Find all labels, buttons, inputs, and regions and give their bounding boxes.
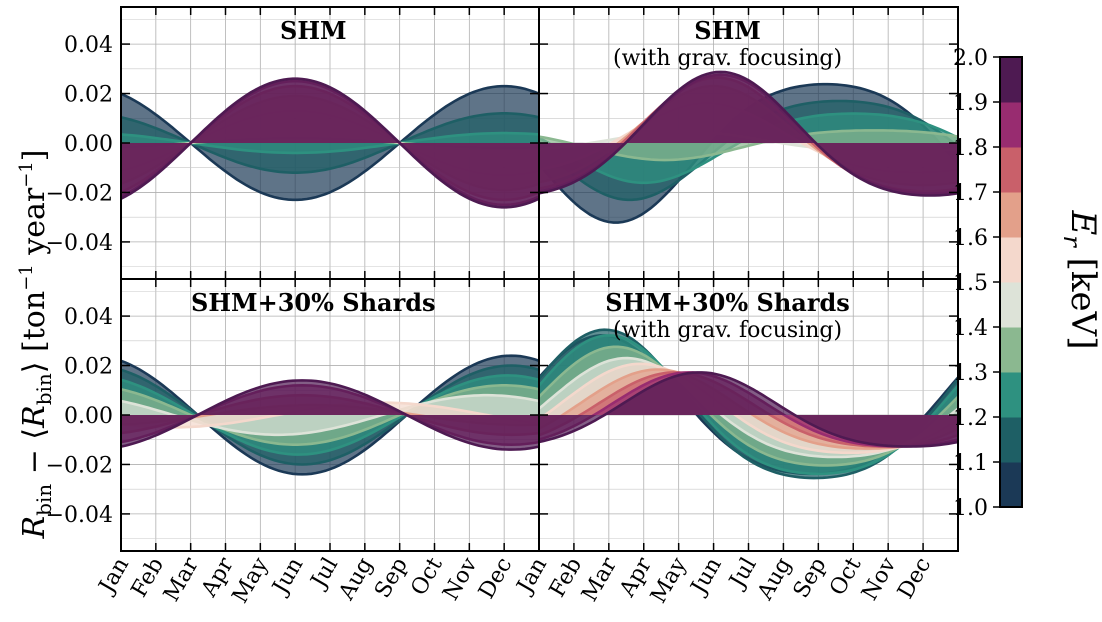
y-tick-label: 0.02: [64, 355, 113, 380]
colorbar-tick-label: 1.3: [953, 361, 988, 386]
ylabel-bin: bin: [32, 484, 56, 516]
panel-title: SHM: [694, 16, 761, 45]
y-tick-label: −0.04: [46, 231, 113, 256]
x-tick-label-dec: Dec: [893, 554, 936, 604]
x-tick-label-jun: Jun: [267, 554, 308, 600]
y-axis-label: Rbin − ⟨Rbin⟩ [ton−1 year−1]: [16, 150, 56, 540]
panel-title: SHM: [280, 16, 347, 45]
x-tick-labels: JanFebMarAprMayJunJulAugSepOctNovDecJanF…: [93, 553, 936, 608]
cbar-label-e: E: [1063, 210, 1102, 236]
colorbar-tick-label: 1.6: [953, 226, 988, 251]
colorbar-segment: [1000, 57, 1022, 103]
ylabel-close: ]: [17, 150, 52, 162]
x-tick-label-may: May: [646, 553, 692, 608]
panel-title: SHM+30% Shards: [191, 288, 436, 317]
colorbar-segment: [1000, 417, 1022, 463]
y-tick-label: −0.02: [46, 181, 113, 206]
series-line-1.15kev: [121, 364, 539, 466]
ticks: [538, 279, 959, 551]
series-line-1.95kev: [121, 77, 539, 209]
bands: [121, 354, 539, 476]
x-tick-label-sep: Sep: [370, 554, 413, 603]
ylabel-exp1: −1: [16, 264, 37, 291]
series-line-1.25kev: [121, 374, 539, 456]
y-tick-label: 0.00: [64, 404, 113, 429]
ticks: [538, 7, 959, 279]
colorbar-segment: [1000, 192, 1022, 238]
colorbar-tick-label: 2.0: [953, 46, 988, 71]
series-line-1.35kev: [539, 345, 958, 467]
panel-2: SHM(with grav. focusing): [538, 6, 959, 280]
ylabel-bin2: bin: [32, 373, 56, 405]
band-1.95kev: [539, 71, 958, 196]
colorbar-tick-label: 1.7: [953, 181, 988, 206]
colorbar-segment: [1000, 462, 1022, 508]
panel-subtitle: (with grav. focusing): [613, 318, 842, 343]
panel-subtitle: (with grav. focusing): [613, 46, 842, 71]
bands: [539, 328, 958, 480]
ylabel-r: R: [17, 516, 52, 540]
colorbar-segment: [1000, 147, 1022, 193]
colorbar-segment: [1000, 102, 1022, 148]
colorbar-segment: [1000, 237, 1022, 283]
ylabel-year: year: [17, 187, 52, 264]
colorbar-tick-label: 1.4: [953, 316, 988, 341]
y-tick-label: 0.04: [64, 305, 113, 330]
y-tick-label: 0.04: [64, 33, 113, 58]
colorbar-tick-label: 1.0: [953, 496, 988, 521]
x-tick-label-dec: Dec: [474, 554, 517, 604]
bands: [539, 70, 958, 224]
series-line-1.55kev: [539, 362, 958, 455]
cbar-label-unit: [keV]: [1063, 247, 1102, 350]
series-line-1.95kev: [121, 379, 539, 451]
x-tick-label-jun: Jun: [686, 554, 727, 600]
y-tick-label: −0.02: [46, 453, 113, 478]
x-tick-label-jan: Jan: [511, 554, 552, 600]
y-tick-label: 0.02: [64, 83, 113, 108]
panel-3: 0.04 0.02 0.00 −0.02 −0.04 SHM+30% Shards: [46, 278, 540, 552]
ylabel-mid: − ⟨: [17, 428, 52, 484]
cbar-label-sub: r: [1058, 235, 1086, 248]
x-tick-label-mar: Mar: [159, 553, 204, 606]
colorbar-segment: [1000, 282, 1022, 328]
panel-1: 0.04 0.02 0.00 −0.02 −0.04 SHM: [46, 6, 540, 280]
y-tick-label: 0.00: [64, 132, 113, 157]
colorbar-tick-label: 1.8: [953, 136, 988, 161]
ylabel-rest: ⟩ [ton: [17, 291, 52, 373]
x-tick-label-aug: Aug: [752, 554, 796, 606]
x-tick-label-sep: Sep: [789, 554, 832, 603]
ticks: [120, 7, 540, 279]
panel-title: SHM+30% Shards: [605, 288, 850, 317]
series-line-1.95kev: [539, 70, 958, 197]
colorbar-segment: [1000, 372, 1022, 418]
x-tick-label-jan: Jan: [93, 554, 134, 600]
colorbar-tick-label: 1.2: [953, 406, 988, 431]
x-tick-label-mar: Mar: [577, 553, 622, 606]
colorbar-tick-label: 1.1: [953, 451, 988, 476]
x-tick-label-aug: Aug: [334, 554, 378, 606]
colorbar: 2.0 1.9 1.8 1.7 1.6 1.5 1.4 1.3 1.2 1.1 1.0: [953, 46, 1023, 521]
colorbar-tick-label: 1.9: [953, 91, 988, 116]
x-tick-label-may: May: [228, 553, 274, 608]
panel-4: SHM+30% Shards(with grav. focusing): [538, 278, 959, 552]
x-tick-label-nov: Nov: [438, 553, 482, 605]
band-1.95kev: [121, 380, 539, 450]
colorbar-label: Er [keV]: [1058, 210, 1102, 350]
colorbar-segment: [1000, 327, 1022, 373]
series-line-1.25kev: [539, 334, 958, 476]
series-line-1.95kev: [539, 371, 958, 448]
x-tick-label-nov: Nov: [857, 553, 901, 605]
ylabel-r2: R: [17, 405, 52, 429]
colorbar-tick-label: 1.5: [953, 271, 988, 296]
ylabel-exp2: −1: [16, 161, 37, 188]
y-tick-label: −0.04: [46, 503, 113, 528]
bands: [121, 77, 539, 209]
